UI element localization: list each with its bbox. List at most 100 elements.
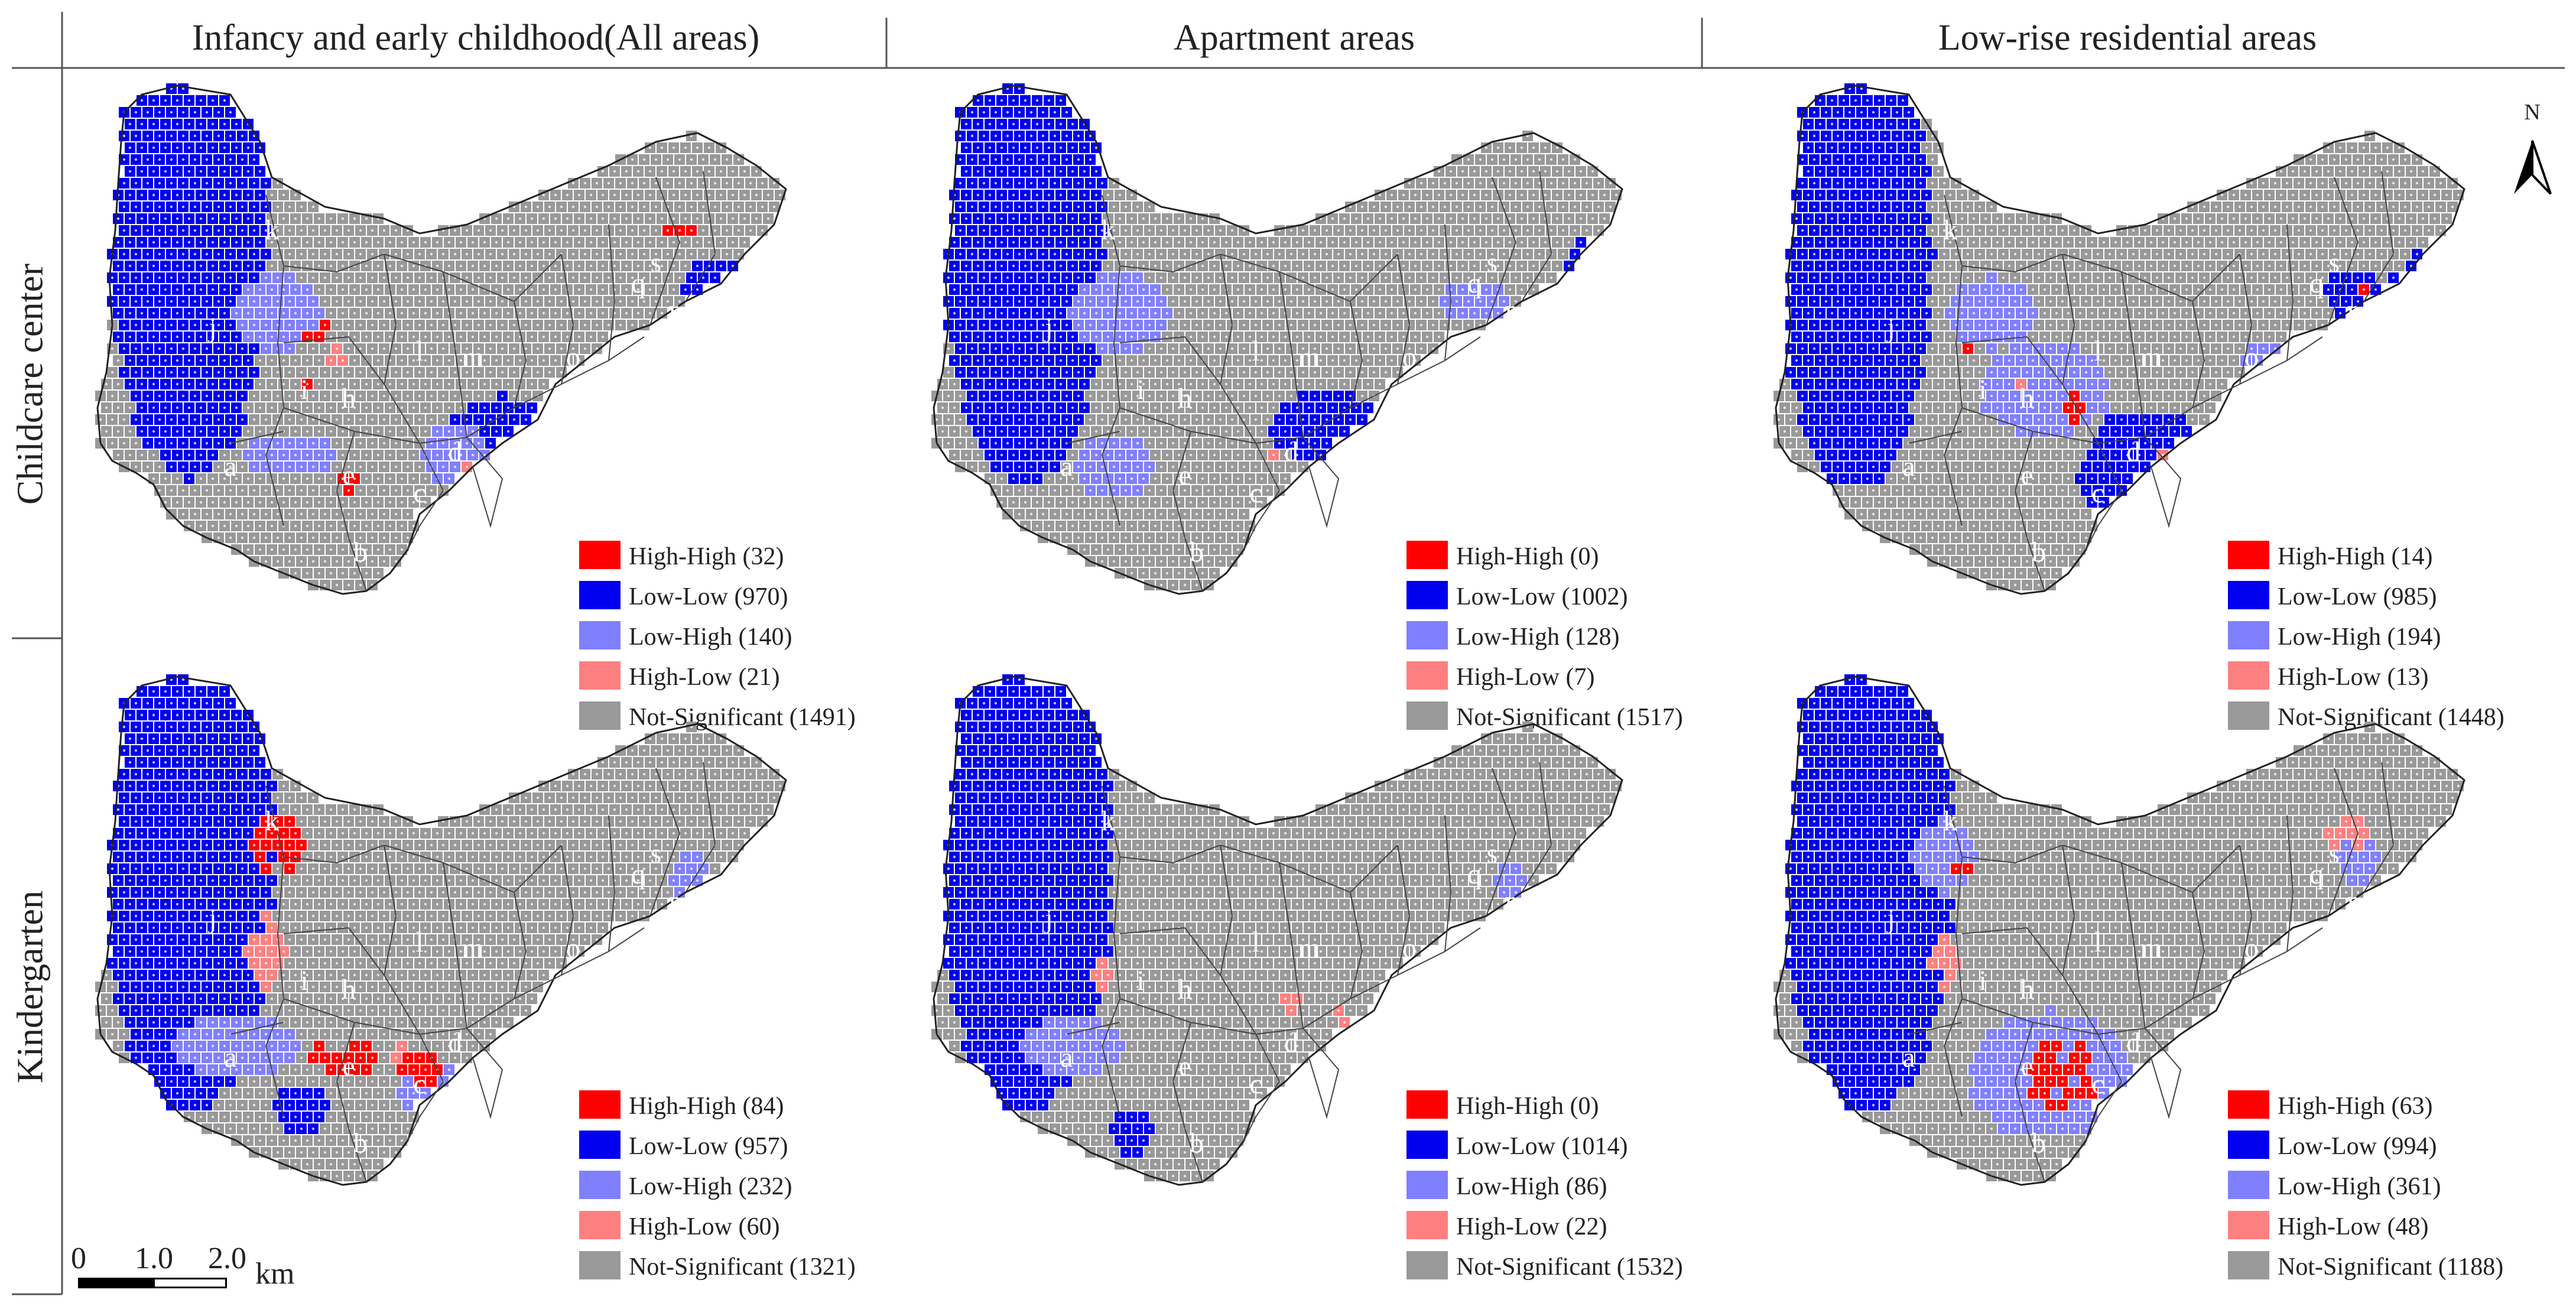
map-panel-r0-c0: a b cd e f g h i j k l m n op qrs t [95,83,787,595]
legend-label-low-high: Low-High (128) [1456,623,1619,651]
legend-swatch-high-high [2228,541,2269,569]
hexagon-grid-cells [931,83,1622,590]
legend-swatch-high-low [579,661,621,690]
region-label-j: j [1886,312,1895,343]
legend-label-high-high: High-High (14) [2278,543,2432,570]
region-label-t: t [711,927,719,958]
legend-swatch-not-significant [2228,1251,2269,1279]
region-label-l: l [415,927,423,958]
region-label-h: h [2020,974,2034,1005]
legend-swatch-low-high [579,621,621,649]
legend-r0-c0: High-High (32) Low-Low (970) Low-High (140… [579,541,856,731]
legend-label-low-low: Low-Low (970) [629,583,788,610]
region-label-s: s [1487,247,1498,278]
region-label-r: r [2347,885,2357,917]
legend-swatch-high-high [1406,541,1448,569]
legend-swatch-not-significant [579,1251,621,1279]
legend-label-not-significant: Not-Significant (1491) [629,704,856,731]
legend-label-high-high: High-High (63) [2278,1093,2432,1120]
map-panel-r0-c1: a b cd e f g h i j k l m n op qrs t [931,83,1623,595]
map-panel-r0-c2: a b cd e f g h i j k l m n op qrs t [1773,83,2465,595]
legend-swatch-low-low [579,1131,621,1159]
region-label-p: p [2244,389,2259,420]
region-label-l: l [415,336,423,367]
region-label-c: c [413,478,425,509]
legend-swatch-high-high [1406,1090,1448,1119]
region-label-g: g [1261,543,1275,574]
region-label-k: k [265,805,279,837]
district-boundaries [230,762,716,1183]
region-label-t: t [2389,336,2398,367]
region-label-i: i [1136,374,1144,405]
region-label-s: s [2329,838,2340,869]
legend-label-not-significant: Not-Significant (1517) [1456,704,1683,731]
legend-swatch-high-low [1406,661,1448,690]
region-label-i: i [300,374,308,405]
map-panel-r1-c0: a b cd e f g h i j k l m n op qrs t [95,674,787,1186]
legend-swatch-low-low [1406,581,1448,609]
region-label-f: f [1334,507,1343,538]
region-label-g: g [1261,1133,1275,1165]
scale-bar-segment-1 [78,1278,155,1288]
legend-swatch-not-significant [2228,701,2269,730]
legend-label-low-low: Low-Low (985) [2278,583,2437,610]
legend-label-not-significant: Not-Significant (1532) [1456,1253,1683,1281]
region-label-m: m [462,933,483,964]
legend-label-not-significant: Not-Significant (1188) [2278,1253,2503,1281]
study-area-outline [1775,675,2465,1186]
region-label-a: a [224,1042,236,1073]
hexagon-grid-cells [95,83,785,590]
legend-label-high-low: High-Low (22) [1456,1213,1607,1240]
region-label-l: l [1252,336,1259,367]
region-label-m: m [2140,342,2162,373]
region-label-f: f [2176,1098,2185,1129]
study-area-outline [1775,85,2465,595]
region-label-b: b [353,537,368,568]
region-label-r: r [1505,885,1515,917]
legend-label-low-high: Low-High (361) [2278,1173,2441,1200]
region-label-q: q [2309,859,2324,890]
region-label-i: i [1979,374,1986,405]
region-label-j: j [207,903,216,934]
region-label-a: a [1902,451,1915,482]
region-label-b: b [1190,1128,1204,1159]
legend-swatch-low-high [2228,1171,2269,1199]
region-label-m: m [1298,933,1320,964]
legend-label-not-significant: Not-Significant (1321) [629,1253,856,1281]
region-label-i: i [1979,965,1986,996]
legend-swatch-low-low [579,581,621,609]
column-title-low-rise-areas: Low-rise residential areas [1938,18,2317,58]
region-label-h: h [1178,974,1192,1005]
region-label-q: q [631,859,645,890]
legend-r0-c1: High-High (0) Low-Low (1002) Low-High (128… [1406,541,1683,731]
region-label-e: e [2020,460,2033,491]
legend-swatch-not-significant [579,701,621,730]
region-label-l: l [1252,927,1259,958]
region-label-e: e [342,460,355,491]
region-label-r: r [669,885,678,917]
region-label-t: t [1547,336,1555,367]
legend-label-high-high: High-High (0) [1456,543,1599,570]
region-label-q: q [631,268,645,299]
region-label-f: f [1334,1098,1343,1129]
scale-tick-2: 2.0 [208,1242,246,1275]
legend-r1-c2: High-High (63) Low-Low (994) Low-High (361… [2228,1090,2503,1281]
legend-swatch-not-significant [1406,1251,1448,1279]
region-label-b: b [2032,1128,2046,1159]
region-label-a: a [1060,1042,1073,1073]
hexagon-grid-cells [1773,83,2464,590]
region-label-d: d [448,436,462,467]
row-title-kindergarten: Kindergarten [10,891,51,1083]
region-label-d: d [1284,436,1298,467]
region-label-a: a [1060,451,1073,482]
legend-label-high-low: High-Low (13) [2278,664,2428,691]
study-area-outline [96,675,787,1186]
region-label-q: q [2309,268,2324,299]
region-label-p: p [2244,980,2259,1011]
legend-label-low-high: Low-High (194) [2278,623,2441,651]
region-label-b: b [1190,537,1204,568]
district-boundaries [1066,762,1552,1183]
region-label-g: g [424,1133,438,1165]
legend-swatch-low-low [2228,581,2269,609]
region-label-j: j [207,312,216,343]
